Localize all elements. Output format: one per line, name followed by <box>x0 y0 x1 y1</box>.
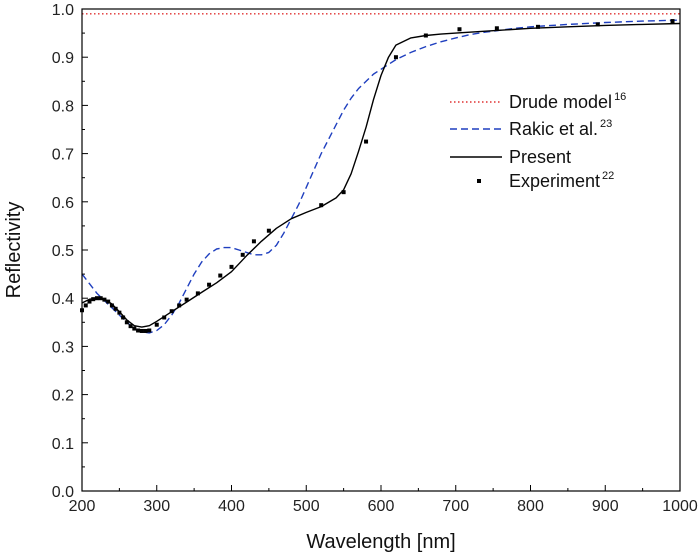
experiment-series <box>80 19 675 333</box>
experiment-point <box>147 328 152 333</box>
experiment-point <box>136 328 141 333</box>
y-tick-label: 0.2 <box>52 388 74 405</box>
legend-label: Drude model <box>509 92 612 112</box>
x-tick-label: 500 <box>293 498 320 515</box>
experiment-point <box>169 309 174 314</box>
x-axis-label: Wavelength [nm] <box>306 531 455 553</box>
legend-item: Present <box>450 147 571 167</box>
experiment-point <box>229 264 234 269</box>
x-tick-label: 900 <box>592 498 619 515</box>
experiment-point <box>457 27 462 32</box>
experiment-point <box>341 190 346 195</box>
legend: Drude model 16 Rakic et al. 23 Present Experi… <box>450 91 626 191</box>
tick-layer: 200 300 400 500 600 700 800 900 1000 0.0 0.1 0.2 0.3… <box>52 2 698 515</box>
experiment-point <box>423 33 428 38</box>
legend-ref-sup: 23 <box>600 118 612 130</box>
series-layer <box>80 13 681 334</box>
experiment-point <box>154 322 159 327</box>
x-tick-label: 800 <box>517 498 544 515</box>
experiment-point <box>83 303 88 308</box>
legend-marker <box>477 179 481 183</box>
x-tick-label: 1000 <box>662 498 698 515</box>
y-tick-label: 0.5 <box>52 243 74 260</box>
experiment-point <box>121 315 126 320</box>
plot-frame <box>81 8 681 492</box>
y-tick-label: 0.0 <box>52 484 74 501</box>
experiment-point <box>113 306 118 311</box>
experiment-point <box>139 328 144 333</box>
y-tick-label: 0.6 <box>52 195 74 212</box>
experiment-point <box>494 26 499 31</box>
experiment-point <box>128 324 133 329</box>
y-tick-label: 0.8 <box>52 98 74 115</box>
y-tick-label: 0.3 <box>52 339 74 356</box>
experiment-point <box>319 203 324 208</box>
experiment-point <box>162 315 167 320</box>
experiment-point <box>124 320 129 325</box>
y-tick-label: 0.9 <box>52 50 74 67</box>
experiment-point <box>102 297 107 302</box>
present-series <box>81 22 681 328</box>
experiment-point <box>240 252 245 257</box>
x-tick-label: 400 <box>218 498 245 515</box>
experiment-point <box>143 328 148 333</box>
experiment-point <box>87 299 92 304</box>
y-tick-label: 1.0 <box>52 2 74 19</box>
experiment-point <box>94 296 99 301</box>
legend-item: Experiment 22 <box>477 170 614 191</box>
x-tick-label: 700 <box>442 498 469 515</box>
experiment-point <box>117 310 122 315</box>
experiment-point <box>98 296 103 301</box>
experiment-point <box>132 326 137 331</box>
legend-label: Present <box>509 147 571 167</box>
experiment-point <box>109 303 114 308</box>
legend-label: Experiment <box>509 171 600 191</box>
rakic-series <box>81 19 681 334</box>
experiment-point <box>207 282 212 287</box>
y-tick-label: 0.4 <box>52 291 74 308</box>
experiment-point <box>393 55 398 60</box>
experiment-point <box>218 273 223 278</box>
y-tick-label: 0.7 <box>52 147 74 164</box>
legend-label: Rakic et al. <box>509 119 598 139</box>
y-axis-label: Reflectivity <box>3 202 25 299</box>
experiment-point <box>177 303 182 308</box>
legend-ref-sup: 16 <box>614 91 626 103</box>
y-tick-label: 0.1 <box>52 436 74 453</box>
experiment-point <box>91 297 96 302</box>
experiment-point <box>364 139 369 144</box>
x-tick-label: 300 <box>143 498 170 515</box>
experiment-point <box>670 19 675 24</box>
experiment-point <box>535 24 540 29</box>
experiment-point <box>195 291 200 296</box>
experiment-point <box>106 299 111 304</box>
experiment-point <box>184 297 189 302</box>
legend-item: Rakic et al. 23 <box>450 118 612 139</box>
experiment-point <box>266 228 271 233</box>
x-tick-label: 600 <box>368 498 395 515</box>
legend-item: Drude model 16 <box>450 91 626 112</box>
x-tick-label: 200 <box>69 498 96 515</box>
experiment-point <box>251 239 256 244</box>
experiment-point <box>595 22 600 27</box>
legend-ref-sup: 22 <box>602 170 614 182</box>
